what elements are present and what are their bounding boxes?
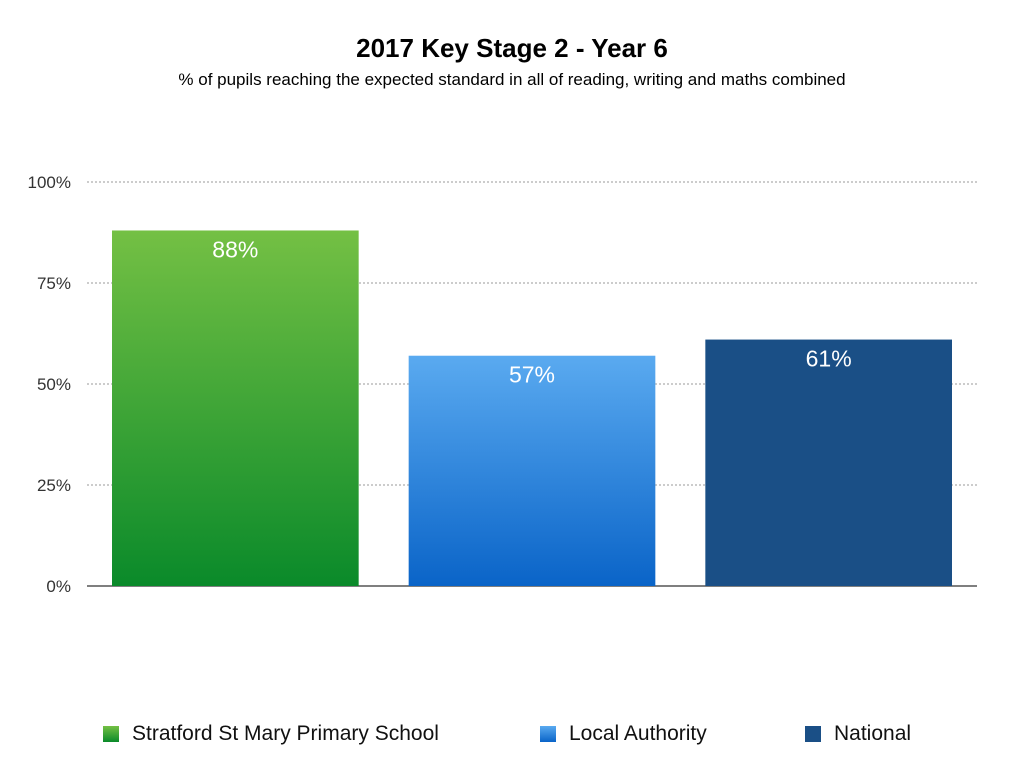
- bar-2: [705, 339, 952, 586]
- legend-label: National: [834, 722, 912, 745]
- bar-chart: 0% 25% 50% 75% 100% 88% 57% 61%: [28, 173, 977, 596]
- legend-swatch: [805, 726, 821, 742]
- bar-value-label: 88%: [212, 236, 258, 262]
- legend-label: Stratford St Mary Primary School: [132, 722, 439, 745]
- bar-0: [112, 230, 359, 587]
- bar-value-label: 61%: [806, 346, 852, 372]
- chart-title: 2017 Key Stage 2 - Year 6: [356, 33, 668, 63]
- bar-1: [408, 355, 656, 586]
- y-tick-label: 0%: [46, 577, 71, 596]
- legend-item: Local Authority: [540, 722, 707, 746]
- legend-label: Local Authority: [569, 722, 707, 745]
- legend-swatch: [540, 726, 556, 742]
- legend-item: National: [805, 722, 911, 746]
- y-tick-label: 25%: [37, 476, 71, 495]
- legend-item: Stratford St Mary Primary School: [103, 722, 439, 746]
- y-tick-label: 100%: [28, 173, 71, 192]
- legend: Stratford St Mary Primary School Local Au…: [0, 722, 1024, 752]
- chart-subtitle: % of pupils reaching the expected standa…: [178, 70, 846, 89]
- y-tick-label: 75%: [37, 274, 71, 293]
- y-tick-label: 50%: [37, 375, 71, 394]
- legend-swatch: [103, 726, 119, 742]
- bar-value-label: 57%: [509, 362, 555, 388]
